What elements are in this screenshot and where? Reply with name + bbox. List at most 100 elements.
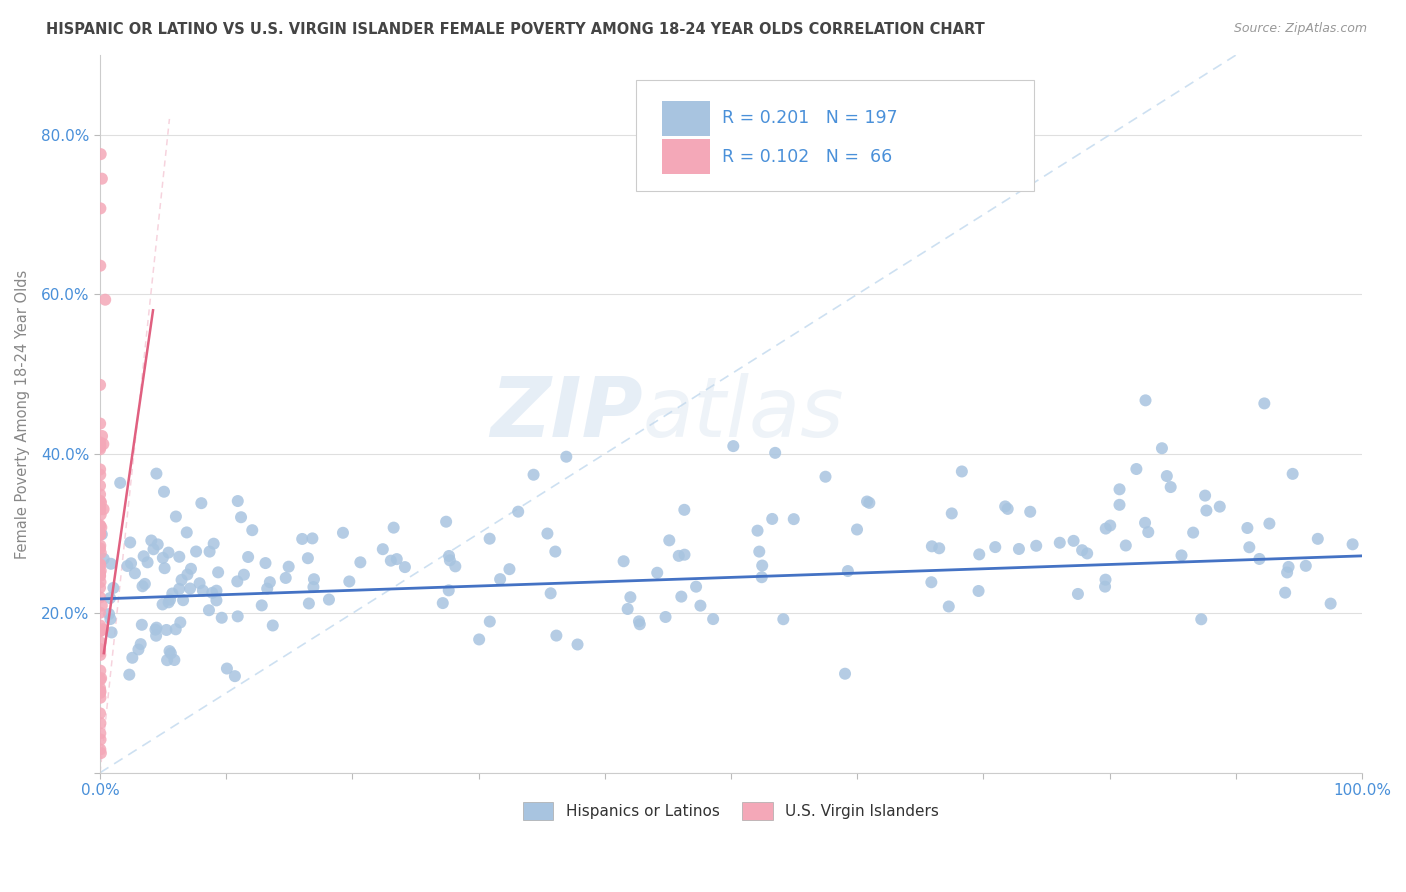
Point: [254, 556, 277, 570]
Text: R = 0.201   N = 197: R = 0.201 N = 197: [723, 110, 898, 128]
Text: atlas: atlas: [643, 374, 844, 454]
Point: [1295, 558, 1317, 573]
Point: [1019, 505, 1042, 519]
Point: [439, 553, 461, 567]
Point: [89, 644, 111, 658]
Point: [689, 599, 711, 613]
Point: [489, 572, 512, 586]
Point: [103, 581, 125, 595]
Point: [522, 467, 544, 482]
Point: [145, 623, 167, 637]
Point: [131, 579, 153, 593]
Point: [394, 560, 416, 574]
Point: [332, 525, 354, 540]
Point: [950, 465, 973, 479]
Point: [89, 435, 111, 450]
Point: [232, 567, 254, 582]
Point: [89, 684, 111, 698]
Point: [91, 622, 114, 636]
Point: [1094, 522, 1116, 536]
FancyBboxPatch shape: [637, 80, 1033, 192]
Point: [658, 533, 681, 548]
Point: [100, 557, 122, 571]
Point: [136, 555, 159, 569]
Point: [1099, 518, 1122, 533]
Point: [89, 519, 111, 533]
Point: [302, 572, 325, 586]
Point: [567, 638, 589, 652]
Point: [157, 546, 180, 560]
Point: [90, 520, 112, 534]
Point: [1182, 525, 1205, 540]
Point: [1306, 532, 1329, 546]
Point: [89, 518, 111, 533]
Point: [1258, 516, 1281, 531]
Point: [685, 580, 707, 594]
Point: [127, 642, 149, 657]
Point: [159, 592, 181, 607]
Point: [156, 653, 179, 667]
Point: [226, 574, 249, 589]
Point: [131, 617, 153, 632]
Point: [152, 598, 174, 612]
Point: [763, 446, 786, 460]
Point: [385, 552, 408, 566]
Point: [90, 546, 112, 560]
Point: [1319, 597, 1341, 611]
Point: [444, 559, 467, 574]
Point: [1063, 533, 1085, 548]
Point: [723, 439, 745, 453]
Point: [498, 562, 520, 576]
Text: HISPANIC OR LATINO VS U.S. VIRGIN ISLANDER FEMALE POVERTY AMONG 18-24 YEAR OLDS : HISPANIC OR LATINO VS U.S. VIRGIN ISLAND…: [46, 22, 986, 37]
Point: [121, 650, 143, 665]
Point: [165, 622, 187, 636]
Point: [145, 467, 167, 481]
Point: [89, 664, 111, 678]
Point: [920, 575, 942, 590]
Point: [90, 564, 112, 578]
Point: [478, 532, 501, 546]
Point: [89, 500, 111, 515]
Point: [134, 577, 156, 591]
FancyBboxPatch shape: [662, 139, 710, 174]
Point: [546, 629, 568, 643]
Point: [152, 550, 174, 565]
Point: [1125, 462, 1147, 476]
Point: [89, 568, 111, 582]
Point: [1049, 535, 1071, 549]
Point: [1236, 521, 1258, 535]
Point: [90, 508, 112, 522]
Point: [90, 495, 112, 509]
Point: [93, 552, 115, 566]
Point: [226, 609, 249, 624]
Point: [89, 581, 111, 595]
Point: [967, 548, 990, 562]
Point: [89, 575, 111, 590]
Point: [1156, 469, 1178, 483]
Point: [129, 637, 152, 651]
Point: [1094, 573, 1116, 587]
Point: [1071, 543, 1094, 558]
Point: [1150, 441, 1173, 455]
Y-axis label: Female Poverty Among 18-24 Year Olds: Female Poverty Among 18-24 Year Olds: [15, 269, 30, 558]
Point: [673, 503, 696, 517]
Point: [90, 671, 112, 685]
Point: [89, 442, 111, 457]
Point: [188, 576, 211, 591]
Point: [1209, 500, 1232, 514]
Point: [89, 673, 111, 687]
Point: [172, 593, 194, 607]
Point: [89, 591, 111, 605]
Point: [117, 559, 139, 574]
Point: [211, 611, 233, 625]
Point: [118, 667, 141, 681]
Point: [93, 502, 115, 516]
Point: [91, 429, 114, 443]
Point: [89, 635, 111, 649]
Point: [751, 558, 773, 573]
Point: [179, 582, 201, 596]
Point: [302, 580, 325, 594]
Point: [162, 586, 184, 600]
Point: [1135, 393, 1157, 408]
Point: [226, 494, 249, 508]
